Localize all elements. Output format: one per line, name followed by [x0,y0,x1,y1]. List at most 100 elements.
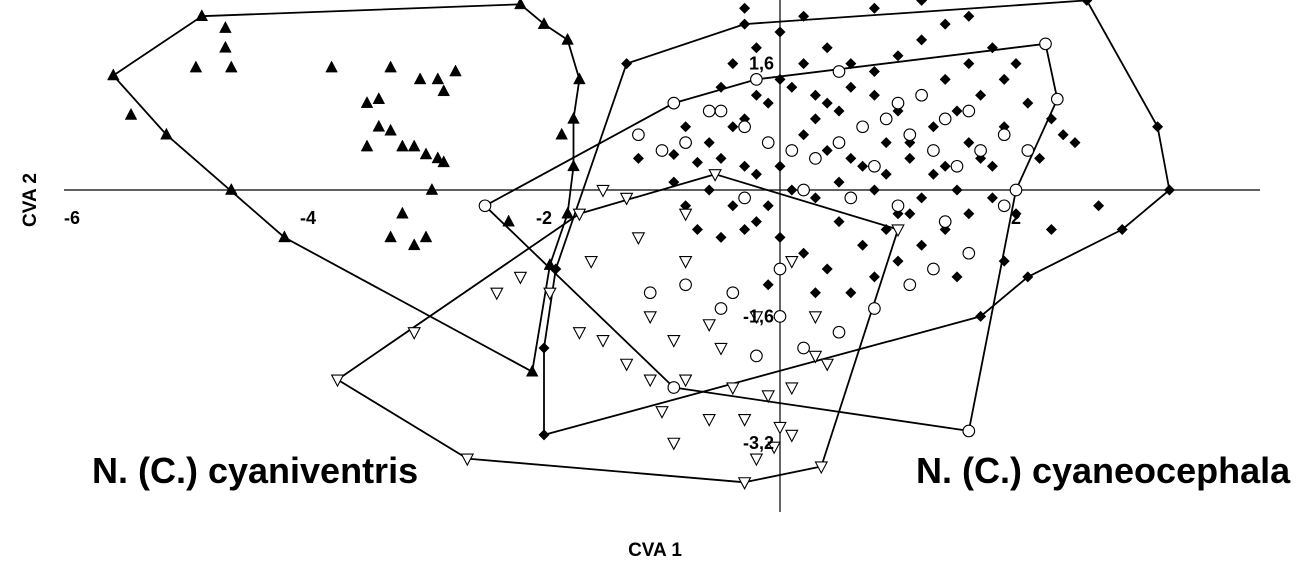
point-s0-14 [219,40,232,53]
point-s1-55 [868,271,880,283]
point-s3-34 [808,350,823,364]
point-s1-71 [857,160,869,172]
point-s2-50 [868,159,881,173]
point-s2-3 [1039,37,1052,51]
point-s2-5 [1009,183,1023,197]
point-s0-40 [555,127,568,140]
point-s0-12 [160,127,173,140]
point-s2-42 [962,104,976,118]
point-s3-32 [767,441,781,455]
point-s1-84 [868,89,880,101]
x-tick-label-1: -4 [300,208,316,228]
point-s2-12 [832,136,846,149]
point-s2-21 [797,183,810,197]
point-s1-74 [927,121,939,133]
point-s1-114 [951,271,963,283]
point-s0-35 [425,182,439,195]
point-s3-4 [814,461,829,475]
point-s2-4 [1050,92,1064,106]
point-s1-95 [668,176,680,188]
point-s1-70 [833,176,845,188]
point-s0-5 [573,72,586,85]
point-s1-47 [1093,200,1105,212]
point-s1-40 [927,168,939,180]
point-s3-41 [749,453,764,467]
point-s0-31 [360,139,374,152]
point-s2-15 [903,128,917,142]
point-s0-36 [396,206,409,219]
point-s1-13 [715,152,727,164]
point-s1-81 [939,73,951,85]
point-s1-102 [1034,152,1046,164]
point-s2-36 [679,136,692,149]
point-s1-87 [798,58,810,70]
point-s3-0 [330,374,345,388]
point-s2-26 [927,262,940,276]
point-s1-86 [821,42,833,54]
point-s2-34 [643,286,657,300]
point-s3-33 [820,358,834,372]
point-s3-26 [785,382,799,396]
hull-series-3 [336,173,899,484]
point-s3-35 [702,319,716,332]
tick-labels: -6 -4 -2 2 1,6 -1,6 -3,2 [64,54,1021,453]
x-tick-label-2: -2 [536,208,552,228]
point-s1-67 [762,200,774,212]
point-s2-38 [832,65,846,78]
point-s1-57 [821,263,833,275]
point-s0-28 [384,123,397,136]
point-s1-78 [1010,58,1022,70]
point-s1-49 [1010,208,1022,220]
point-s1-6 [1022,271,1034,283]
point-s0-15 [225,60,238,73]
point-s3-14 [543,287,557,301]
point-s1-99 [963,137,975,149]
point-s1-113 [809,287,821,299]
point-s2-44 [726,286,740,300]
point-s1-59 [774,231,786,243]
point-s1-4 [1163,184,1175,196]
point-s3-36 [714,342,728,356]
point-s1-26 [963,10,975,22]
point-s2-23 [891,199,905,213]
point-s2-39 [891,96,905,110]
point-s1-20 [821,97,833,109]
point-s0-21 [372,92,386,104]
point-s1-15 [750,168,762,180]
convex-hulls [112,0,1171,484]
point-s1-19 [809,113,821,125]
point-s1-23 [892,50,904,62]
point-s1-111 [916,0,928,6]
point-s1-60 [750,216,762,228]
point-s0-23 [431,72,445,85]
point-s2-8 [714,104,728,118]
point-s1-18 [798,129,810,141]
annotation-cyaneocephala: N. (C.) cyaneocephala [916,450,1291,491]
point-s2-41 [938,112,952,126]
point-s0-39 [502,214,515,227]
point-s2-45 [738,191,751,205]
y-tick-label-1: -1,6 [743,306,774,326]
point-s0-18 [124,107,138,120]
point-s0-19 [325,60,338,73]
point-s3-39 [785,255,799,269]
point-s1-63 [680,200,692,212]
point-s2-11 [809,152,822,165]
point-s1-91 [703,137,715,149]
point-s1-106 [880,224,892,235]
point-s3-38 [808,311,823,325]
point-s3-5 [737,477,752,490]
point-s1-98 [939,160,951,172]
point-s1-75 [951,105,963,117]
point-s2-13 [856,120,869,134]
point-s2-47 [632,128,645,142]
point-s1-11 [668,148,680,160]
point-s3-12 [584,255,598,269]
point-s1-115 [998,255,1010,267]
point-s1-103 [1057,129,1069,141]
point-s1-61 [727,200,739,212]
point-s1-39 [904,152,916,164]
point-s1-34 [786,81,798,93]
point-s1-8 [538,429,550,441]
